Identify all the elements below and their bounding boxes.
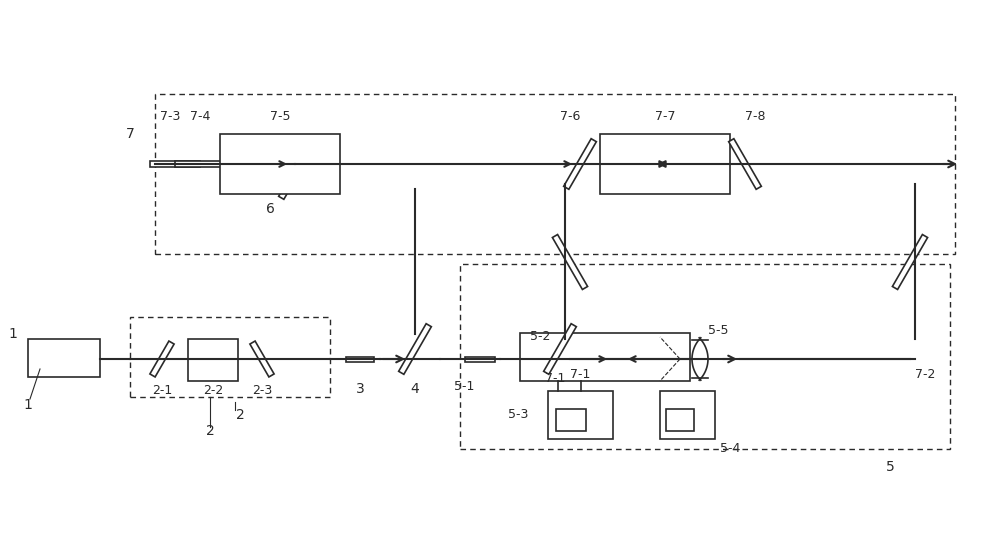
Bar — [460, 264, 950, 449]
Text: 1: 1 — [24, 398, 32, 412]
Polygon shape — [552, 235, 588, 290]
Polygon shape — [544, 324, 576, 375]
Text: 2: 2 — [236, 408, 244, 422]
Bar — [155, 94, 955, 254]
Bar — [188, 339, 238, 381]
Text: 7-5: 7-5 — [270, 110, 290, 122]
Text: 6: 6 — [266, 202, 274, 216]
Bar — [548, 391, 613, 439]
Polygon shape — [250, 341, 274, 377]
Text: 7-1: 7-1 — [545, 372, 565, 386]
Text: 5-3: 5-3 — [508, 409, 528, 421]
Text: 2-1: 2-1 — [152, 385, 172, 397]
Text: 7-2: 7-2 — [915, 367, 935, 381]
Text: 7-7: 7-7 — [655, 110, 675, 122]
Text: 1: 1 — [9, 327, 17, 341]
Polygon shape — [150, 161, 200, 167]
Text: 5-4: 5-4 — [720, 443, 740, 456]
Polygon shape — [892, 235, 928, 290]
Polygon shape — [150, 341, 174, 377]
Polygon shape — [346, 357, 374, 362]
Polygon shape — [175, 161, 225, 167]
Polygon shape — [465, 357, 495, 362]
Text: 7-4: 7-4 — [190, 110, 210, 122]
Bar — [666, 409, 694, 431]
Bar — [520, 333, 690, 381]
Text: 2: 2 — [206, 424, 214, 438]
Text: 5-5: 5-5 — [708, 325, 728, 338]
Bar — [556, 409, 586, 431]
Bar — [220, 134, 340, 194]
Text: 2-2: 2-2 — [203, 385, 223, 397]
Text: 7: 7 — [126, 127, 135, 141]
Text: 2-3: 2-3 — [252, 385, 272, 397]
Text: 3: 3 — [356, 382, 364, 396]
Bar — [660, 391, 715, 439]
Text: 7-6: 7-6 — [560, 110, 580, 122]
Text: 7-8: 7-8 — [745, 110, 765, 122]
Polygon shape — [564, 139, 596, 190]
Polygon shape — [729, 139, 761, 190]
Text: 7-1: 7-1 — [570, 367, 590, 381]
Text: 5: 5 — [886, 460, 894, 474]
Polygon shape — [399, 324, 431, 375]
Polygon shape — [279, 149, 311, 200]
Bar — [130, 317, 330, 397]
Bar — [600, 134, 730, 194]
Text: 7-3: 7-3 — [160, 110, 180, 122]
Text: 4: 4 — [411, 382, 419, 396]
Text: 5-1: 5-1 — [454, 381, 474, 394]
Bar — [28, 339, 100, 377]
Text: 5-2: 5-2 — [530, 330, 550, 343]
